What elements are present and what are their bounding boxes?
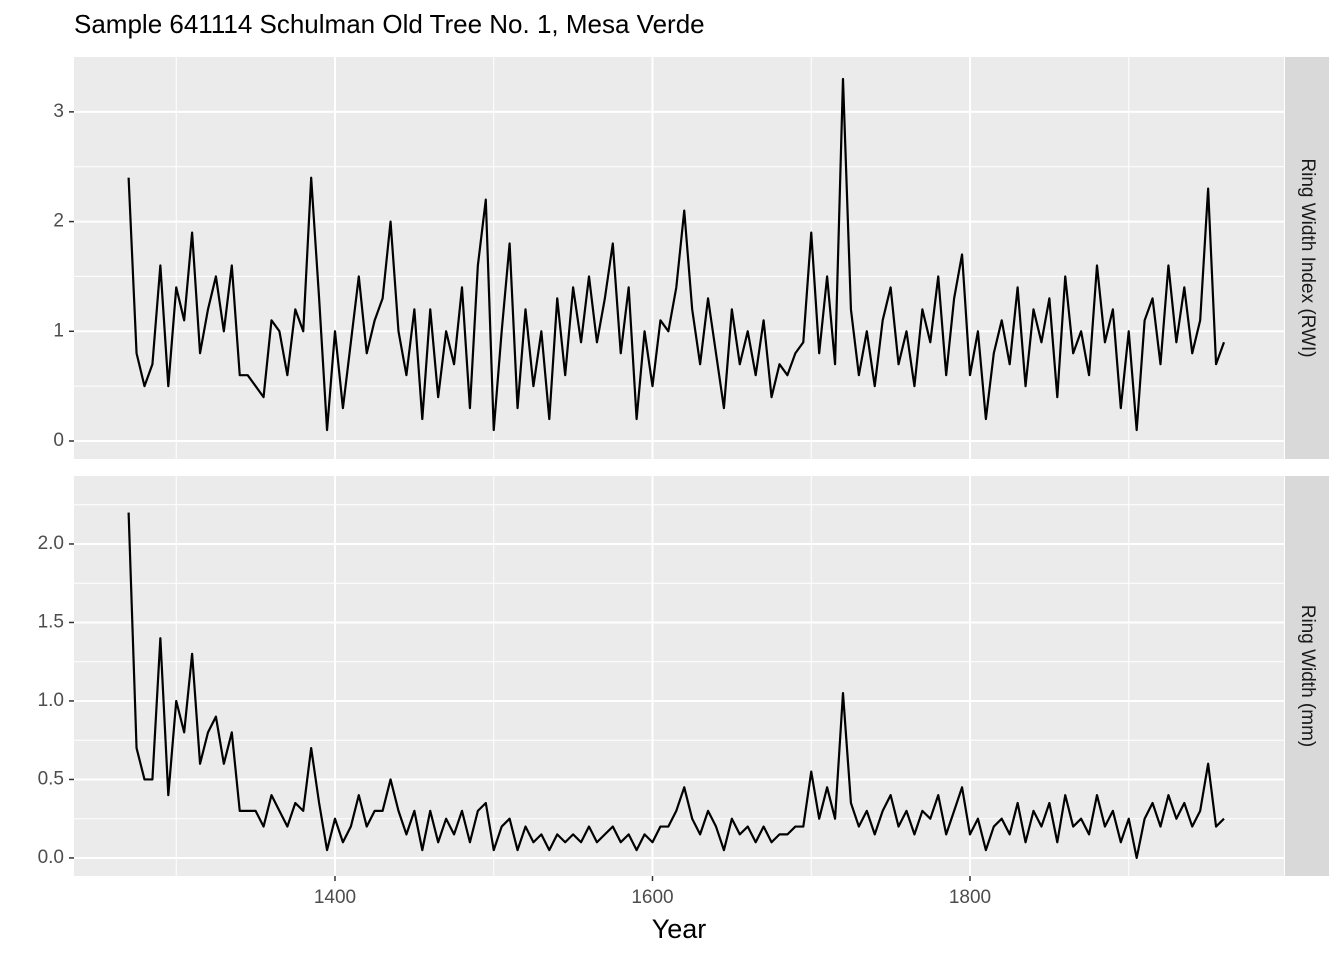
data-line bbox=[127, 512, 1225, 860]
strip-background bbox=[1285, 476, 1329, 876]
y-tick-label: 3 bbox=[53, 101, 64, 122]
y-tick-label: 1 bbox=[53, 320, 64, 341]
chart-title: Sample 641114 Schulman Old Tree No. 1, M… bbox=[74, 9, 705, 39]
y-tick-label: 1.5 bbox=[38, 611, 64, 632]
x-tick-label: 1400 bbox=[314, 887, 356, 908]
data-line bbox=[127, 77, 1226, 432]
y-tick-label: 2.0 bbox=[38, 533, 64, 554]
x-tick-label: 1800 bbox=[949, 887, 991, 908]
strip-label: Ring Width (mm) bbox=[1297, 605, 1318, 748]
y-tick-label: 0.0 bbox=[38, 847, 64, 868]
y-tick-label: 0.5 bbox=[38, 768, 64, 789]
panel-background bbox=[74, 476, 1284, 876]
y-tick-label: 2 bbox=[53, 211, 64, 232]
x-tick-label: 1600 bbox=[631, 887, 673, 908]
x-axis-label: Year bbox=[652, 914, 707, 944]
strip-label: Ring Width Index (RWI) bbox=[1297, 158, 1318, 357]
y-tick-label: 0 bbox=[53, 430, 64, 451]
strip-background bbox=[1285, 57, 1329, 459]
y-tick-label: 1.0 bbox=[38, 690, 64, 711]
